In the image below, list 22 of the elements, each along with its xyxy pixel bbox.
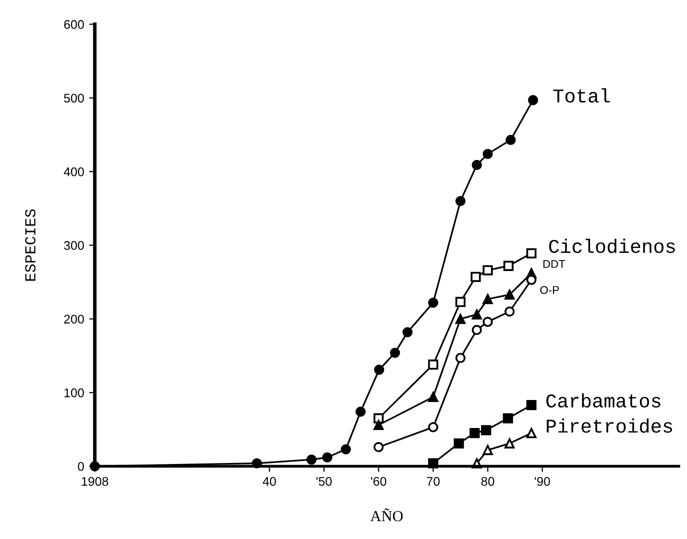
x-axis-title: AÑO: [370, 508, 403, 522]
y-tick-label: 100: [64, 388, 84, 398]
y-tick-label: 300: [64, 241, 84, 250]
y-tick-label: 600: [64, 20, 84, 29]
x-tick-label: '90: [534, 476, 550, 486]
series-label: Carbamatos: [546, 393, 660, 408]
series-label: Total: [553, 88, 610, 103]
y-axis-title: ESPECIES: [25, 209, 36, 281]
y-tick-label: 400: [64, 167, 84, 176]
y-tick-label: 0: [78, 462, 84, 471]
x-tick-label: '60: [371, 476, 386, 486]
series-label: O-P: [540, 286, 559, 294]
x-tick-label: 1908: [82, 476, 108, 486]
x-tick-label: 70: [426, 476, 440, 486]
series-label: Piretroides: [546, 418, 672, 433]
x-tick-label: '50: [316, 476, 332, 486]
x-tick-label: 80: [481, 476, 494, 486]
x-tick-label: 40: [262, 476, 276, 486]
series-label: Ciclodienos: [549, 238, 675, 254]
series-label: DDT: [543, 260, 566, 268]
y-tick-label: 500: [64, 94, 84, 103]
y-tick-label: 200: [64, 314, 84, 324]
